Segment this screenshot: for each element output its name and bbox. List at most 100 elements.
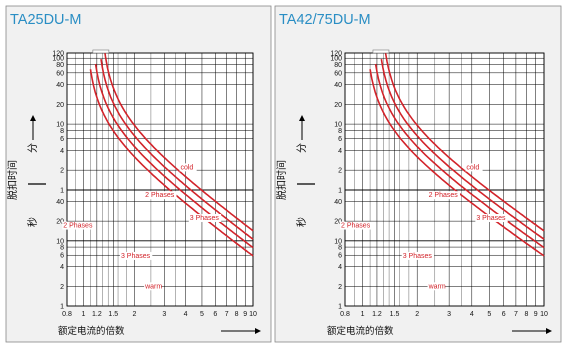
x-tick-label: 10 <box>249 311 257 318</box>
y-tick-label-minutes: 8 <box>338 128 342 135</box>
x-tick-label: 1.2 <box>372 311 382 318</box>
trip-curve <box>104 53 254 232</box>
y-tick-label-seconds: 6 <box>338 253 342 260</box>
annotation-bg <box>144 282 162 291</box>
y-tick-label-minutes: 100 <box>330 56 342 63</box>
x-tick-label: 4 <box>470 311 474 318</box>
annotation-bg <box>427 282 445 291</box>
y-tick-label-seconds: 6 <box>60 253 64 260</box>
x-tick-label: 6 <box>502 311 506 318</box>
x-tick-label: 6 <box>213 311 217 318</box>
curve-annotation: cold <box>466 164 479 171</box>
x-tick-label: 1.5 <box>108 311 118 318</box>
y-unit-minutes: 分 <box>296 143 308 153</box>
curve-annotation: 3 Phases <box>121 253 151 260</box>
y-tick-label-minutes: 20 <box>334 102 342 109</box>
curve-annotation: 2 Phases <box>341 223 371 230</box>
chart-title: TA25DU-M <box>10 12 81 28</box>
curve-annotation: 2 Phases <box>429 192 459 199</box>
x-tick-label: 8 <box>235 311 239 318</box>
y-tick-label-minutes: 80 <box>56 62 64 69</box>
y-tick-label-minutes: 40 <box>334 82 342 89</box>
y-tick-label-minutes: 20 <box>56 102 64 109</box>
y-arrowhead <box>30 115 36 121</box>
y-tick-label-seconds: 8 <box>338 245 342 252</box>
y-tick-label-minutes: 2 <box>338 168 342 175</box>
y-tick-label-seconds: 20 <box>56 219 64 226</box>
trip-curve <box>369 69 545 257</box>
y-unit-seconds: 秒 <box>26 217 39 227</box>
y-unit-seconds: 秒 <box>295 217 308 227</box>
top-tab <box>372 49 390 54</box>
trip-curve <box>384 53 545 232</box>
x-tick-label: 3 <box>162 311 166 318</box>
x-tick-label: 9 <box>534 311 538 318</box>
y-tick-label-minutes: 120 <box>330 51 342 58</box>
curve-annotation: warm <box>428 283 446 290</box>
y-tick-label-minutes: 8 <box>60 128 64 135</box>
x-tick-label: 2 <box>415 311 419 318</box>
curve-annotation: 2 Phases <box>63 223 93 230</box>
x-tick-label: 0.8 <box>340 311 350 318</box>
plot-area <box>66 52 254 307</box>
x-tick-label: 7 <box>225 311 229 318</box>
x-tick-label: 2 <box>133 311 137 318</box>
y-tick-label-minutes: 1 <box>60 188 64 195</box>
annotation-bg <box>179 163 197 172</box>
y-axis-label: 脱扣时间 <box>6 160 19 200</box>
curve-annotation: 3 Phases <box>476 215 506 222</box>
curve-annotation: 3 Phases <box>190 215 220 222</box>
y-tick-label-minutes: 4 <box>60 148 64 155</box>
x-axis-label: 额定电流的倍数 <box>327 325 394 337</box>
trip-curve <box>100 58 254 240</box>
y-tick-label-minutes: 80 <box>334 62 342 69</box>
top-tab <box>92 49 110 54</box>
y-tick-label-minutes: 40 <box>56 82 64 89</box>
x-tick-label: 5 <box>200 311 204 318</box>
annotation-bg <box>401 251 435 260</box>
annotation-bg <box>475 213 508 222</box>
y-tick-label-minutes: 60 <box>56 70 64 77</box>
chart-panel-ta42-75du-m: TA42/75DU-M0.8 1 1.2 1.5 2 3 4 5 6 7 8 9 10120100806… <box>274 5 562 343</box>
trip-curve <box>374 63 545 249</box>
x-tick-label: 8 <box>524 311 528 318</box>
curve-annotation: cold <box>180 164 193 171</box>
x-tick-label: 0.8 <box>62 311 72 318</box>
trip-curve <box>94 63 254 249</box>
y-unit-minutes: 分 <box>27 143 39 153</box>
x-axis-label: 额定电流的倍数 <box>58 325 125 337</box>
x-arrowhead <box>546 328 552 334</box>
y-tick-label-seconds: 10 <box>56 238 64 245</box>
annotation-bg <box>119 251 153 260</box>
y-tick-label-minutes: 4 <box>338 148 342 155</box>
y-tick-label-minutes: 100 <box>52 56 64 63</box>
y-tick-label-seconds: 40 <box>56 199 64 206</box>
y-tick-label-seconds: 10 <box>334 238 342 245</box>
annotation-bg <box>62 221 95 230</box>
y-tick-label-minutes: 60 <box>334 70 342 77</box>
y-arrowhead <box>299 115 305 121</box>
y-tick-label-seconds: 40 <box>334 199 342 206</box>
x-tick-label: 9 <box>243 311 247 318</box>
y-tick-label-minutes: 6 <box>338 136 342 143</box>
curve-annotation: 3 Phases <box>403 253 433 260</box>
x-arrowhead <box>255 328 261 334</box>
annotation-bg <box>340 221 373 230</box>
y-tick-label-minutes: 2 <box>60 168 64 175</box>
y-tick-label-minutes: 6 <box>60 136 64 143</box>
trip-curve <box>380 58 545 240</box>
chart-title: TA42/75DU-M <box>279 12 371 28</box>
curve-annotation: 2 Phases <box>145 192 175 199</box>
y-tick-label-seconds: 2 <box>338 284 342 291</box>
x-tick-label: 1 <box>81 311 85 318</box>
x-tick-label: 1 <box>361 311 365 318</box>
x-tick-label: 4 <box>184 311 188 318</box>
y-tick-label-minutes: 1 <box>338 188 342 195</box>
y-tick-label-seconds: 1 <box>338 304 342 311</box>
y-tick-label-minutes: 120 <box>52 51 64 58</box>
x-tick-label: 1.5 <box>390 311 400 318</box>
y-tick-label-seconds: 8 <box>60 245 64 252</box>
y-tick-label-seconds: 4 <box>338 264 342 271</box>
annotation-bg <box>188 213 222 222</box>
